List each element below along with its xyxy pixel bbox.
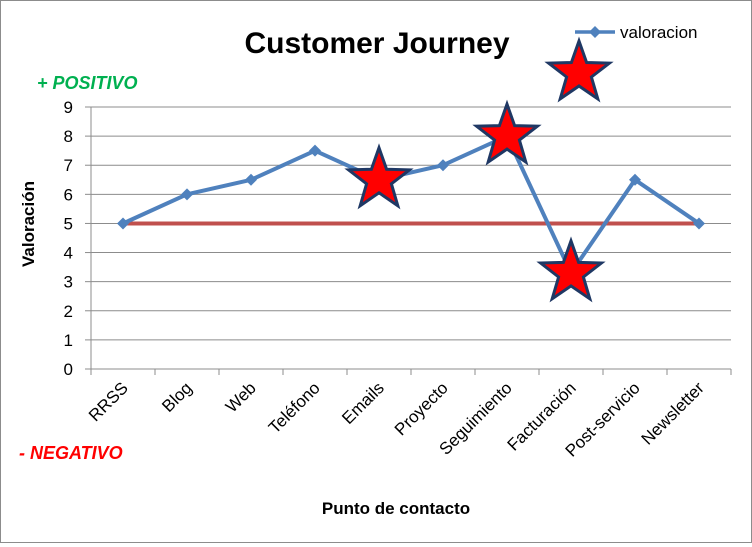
highlight-star-icon [536,236,606,303]
axes [90,107,732,375]
chart-title: Customer Journey [244,27,509,60]
highlight-star-icon [472,99,542,166]
x-tick-label: Blog [158,378,195,415]
x-tick-labels: RRSS Blog Web Teléfono Emails ProyectoSeguimi… [85,378,708,460]
data-point [245,173,257,186]
legend-diamond-icon [589,26,601,38]
gridlines [85,106,731,370]
y-tick-label: 4 [64,244,73,263]
y-tick-label: 8 [64,127,73,146]
y-tick-label: 5 [64,214,73,233]
x-tick-label: RRSS [85,378,132,425]
data-point [629,173,641,186]
legend-label-valoracion: valoracion [620,23,698,42]
y-tick-label: 7 [64,156,73,175]
y-tick-label: 1 [64,331,73,350]
data-point [309,144,321,157]
y-tick-label: 0 [64,360,73,379]
negative-annotation: - NEGATIVO [19,443,123,463]
x-axis-title: Punto de contacto [322,499,470,518]
data-point [181,188,193,201]
x-tick-label: Teléfono [265,378,324,437]
data-point [693,217,705,230]
y-tick-label: 2 [64,302,73,321]
data-point [437,159,449,172]
y-axis-title: Valoración [19,181,38,267]
y-tick-label: 9 [64,98,73,117]
series-valoracion [117,130,705,279]
data-point [117,217,129,230]
x-tick-label: Proyecto [391,378,452,439]
positive-annotation: + POSITIVO [37,73,138,93]
highlight-star-icon [344,143,414,210]
y-tick-labels: 0 1 2 3 4 5 6 7 8 9 [64,98,73,379]
y-tick-label: 3 [64,273,73,292]
x-tick-label: Emails [338,378,388,428]
legend: valoracion [544,23,698,103]
legend-star-icon [544,36,614,103]
highlight-stars [344,99,606,303]
x-tick-label: Web [222,378,260,416]
x-tick-label: Newsletter [638,378,708,448]
series-line [122,134,701,275]
y-tick-label: 6 [64,185,73,204]
